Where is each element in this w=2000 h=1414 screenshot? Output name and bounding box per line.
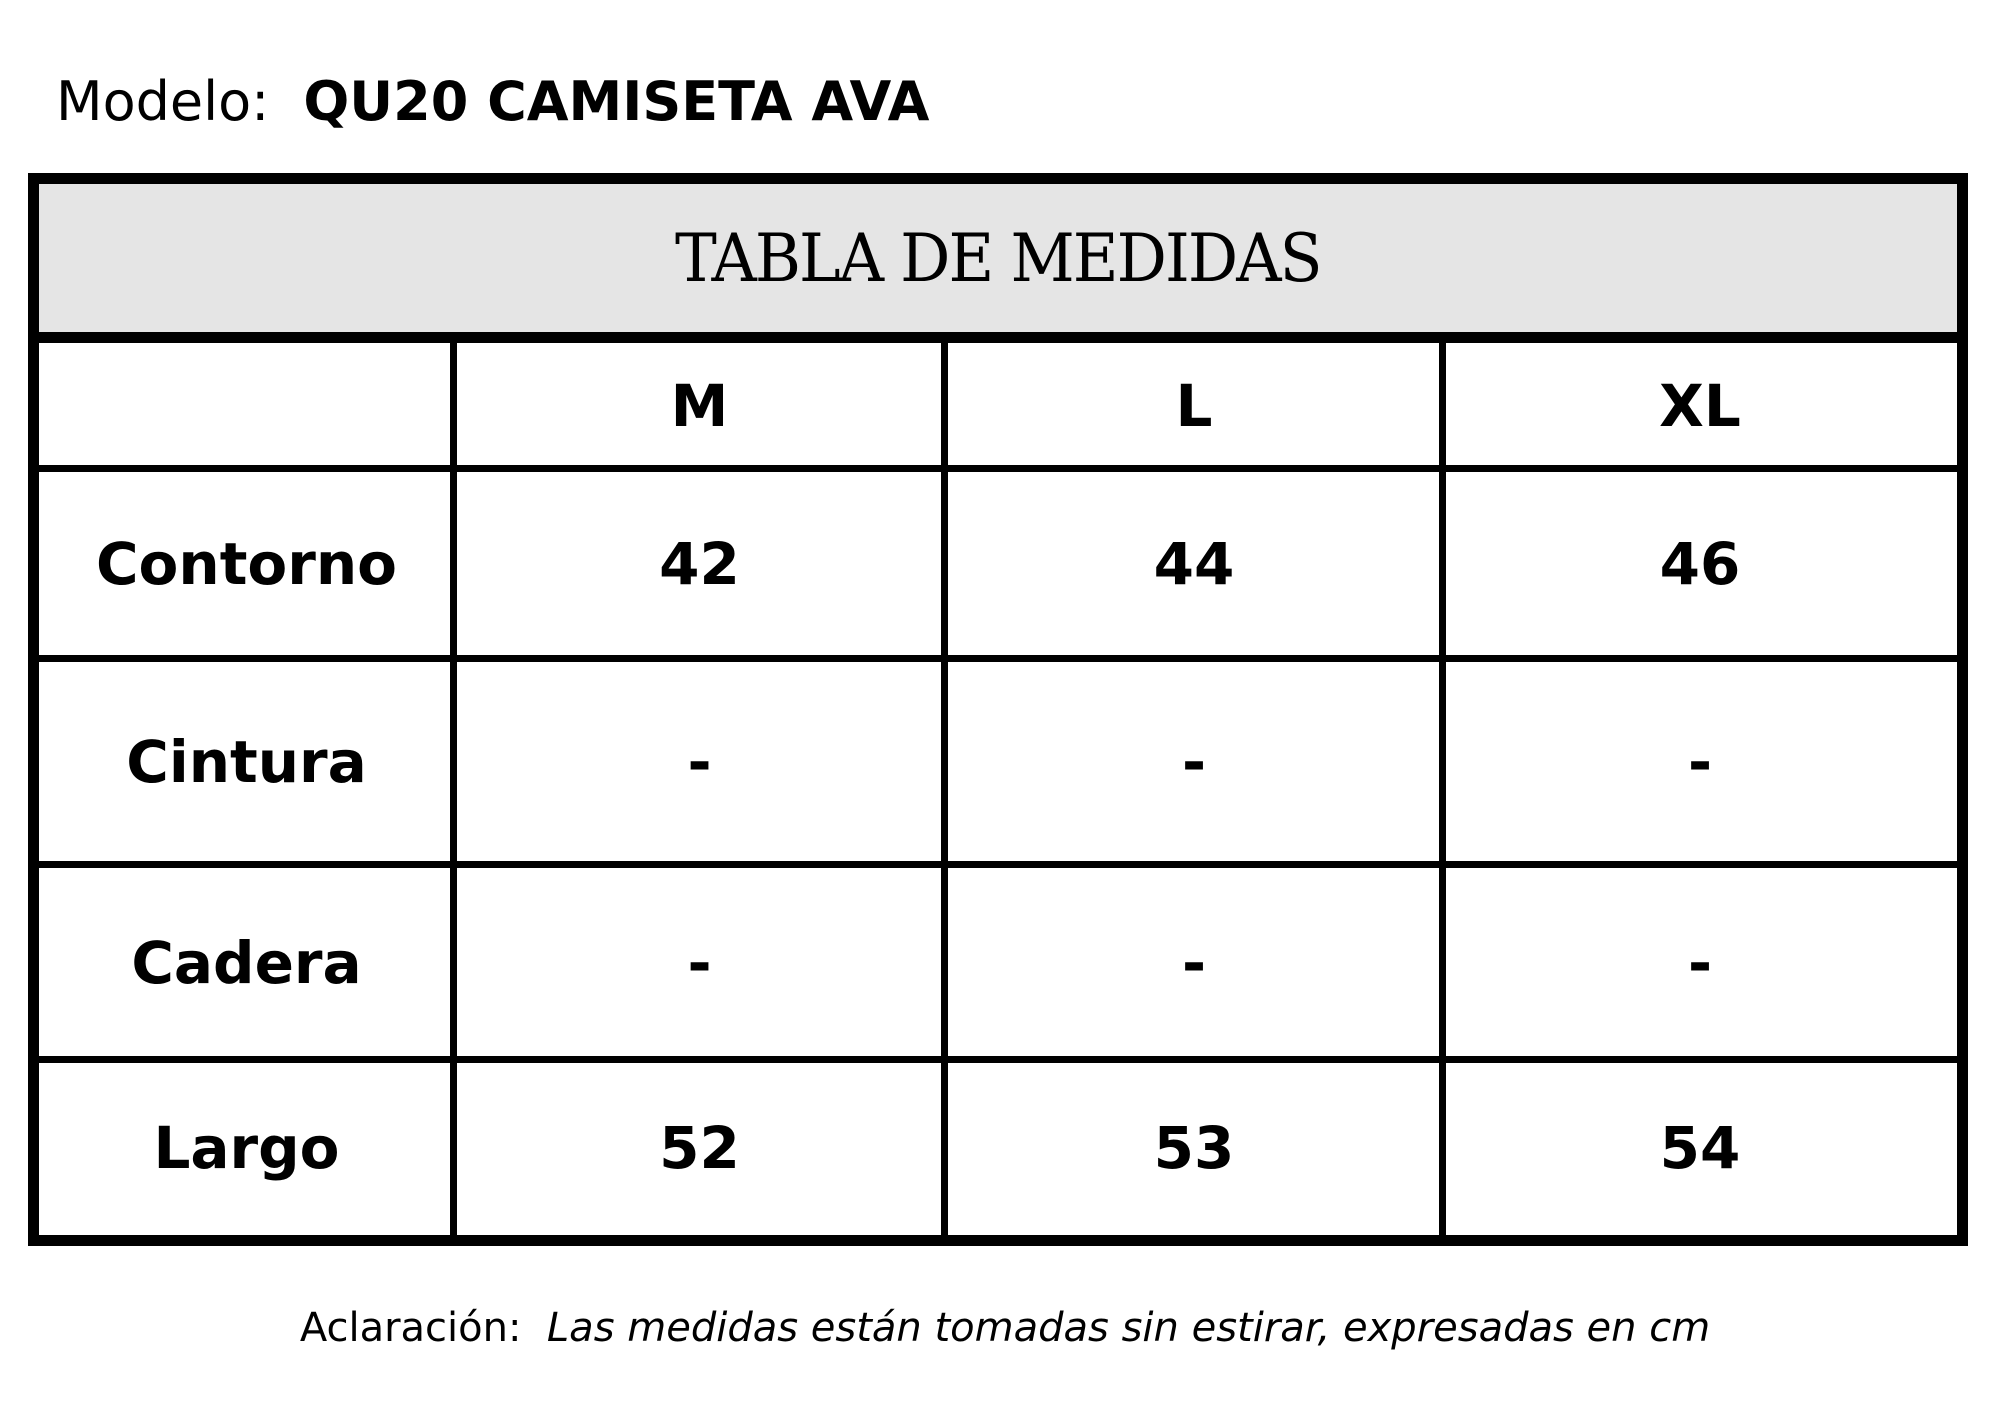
table-cell: - xyxy=(1181,728,1207,796)
table-cell: 52 xyxy=(659,1113,740,1182)
row-divider xyxy=(39,1056,1957,1063)
model-heading: Modelo: QU20 CAMISETA AVA xyxy=(56,70,929,133)
row-divider xyxy=(39,655,1957,662)
column-header: XL xyxy=(1659,372,1741,440)
table-cell: 53 xyxy=(1153,1113,1235,1182)
table-cell: - xyxy=(1687,928,1713,997)
row-label: Contorno xyxy=(95,530,398,598)
column-divider xyxy=(941,343,948,1235)
row-divider xyxy=(39,861,1957,868)
table-cell: 46 xyxy=(1659,530,1741,598)
model-label: Modelo: xyxy=(56,70,270,133)
table-cell: - xyxy=(1181,928,1207,997)
table-cell: - xyxy=(687,928,712,997)
size-table: TABLA DE MEDIDAS M L XL Contorno 42 44 46 Cintu… xyxy=(28,173,1968,1246)
row-label: Cadera xyxy=(131,928,362,997)
table-cell: 42 xyxy=(659,530,740,598)
table-cell: 44 xyxy=(1153,530,1235,598)
column-header: M xyxy=(670,372,729,440)
column-header: L xyxy=(1175,372,1213,440)
column-divider xyxy=(450,343,457,1235)
column-divider xyxy=(1439,343,1446,1235)
row-divider xyxy=(39,465,1957,472)
table-title-bar: TABLA DE MEDIDAS xyxy=(39,184,1957,343)
table-title: TABLA DE MEDIDAS xyxy=(675,219,1323,297)
row-label: Cintura xyxy=(126,728,367,796)
footer-note: Aclaración: Las medidas están tomadas si… xyxy=(0,1305,2000,1351)
table-cell: - xyxy=(687,728,712,796)
table-cell: 54 xyxy=(1659,1113,1741,1182)
footer-label: Aclaración: xyxy=(299,1305,522,1351)
table-cell: - xyxy=(1687,728,1713,796)
model-value: QU20 CAMISETA AVA xyxy=(303,70,930,133)
footer-text: Las medidas están tomadas sin estirar, e… xyxy=(546,1305,1711,1351)
row-label: Largo xyxy=(153,1113,340,1182)
